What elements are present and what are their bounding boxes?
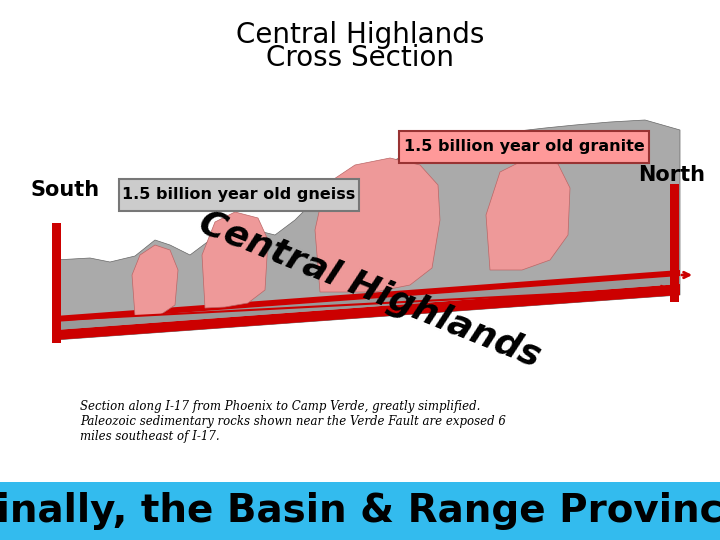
Polygon shape: [55, 284, 680, 340]
Bar: [0, 482, 720, 540]
Polygon shape: [315, 158, 440, 292]
Text: South: South: [30, 180, 99, 200]
FancyBboxPatch shape: [399, 131, 649, 163]
Text: North: North: [638, 165, 705, 185]
FancyBboxPatch shape: [119, 179, 359, 211]
Text: Section along I-17 from Phoenix to Camp Verde, greatly simplified.
Paleozoic sed: Section along I-17 from Phoenix to Camp …: [80, 400, 506, 443]
Polygon shape: [202, 212, 268, 308]
Text: Cross Section: Cross Section: [266, 44, 454, 72]
Polygon shape: [132, 245, 178, 316]
Text: 1.5 billion year old granite: 1.5 billion year old granite: [404, 139, 644, 154]
Bar: [52, 223, 61, 343]
Bar: [670, 184, 679, 302]
Text: Central Highlands: Central Highlands: [194, 206, 546, 374]
Polygon shape: [55, 270, 680, 322]
Polygon shape: [486, 158, 570, 270]
Polygon shape: [55, 276, 680, 330]
Polygon shape: [55, 120, 680, 340]
Text: Central Highlands: Central Highlands: [236, 21, 484, 49]
Text: Finally, the Basin & Range Province: Finally, the Basin & Range Province: [0, 492, 720, 530]
Text: 1.5 billion year old gneiss: 1.5 billion year old gneiss: [122, 187, 356, 202]
